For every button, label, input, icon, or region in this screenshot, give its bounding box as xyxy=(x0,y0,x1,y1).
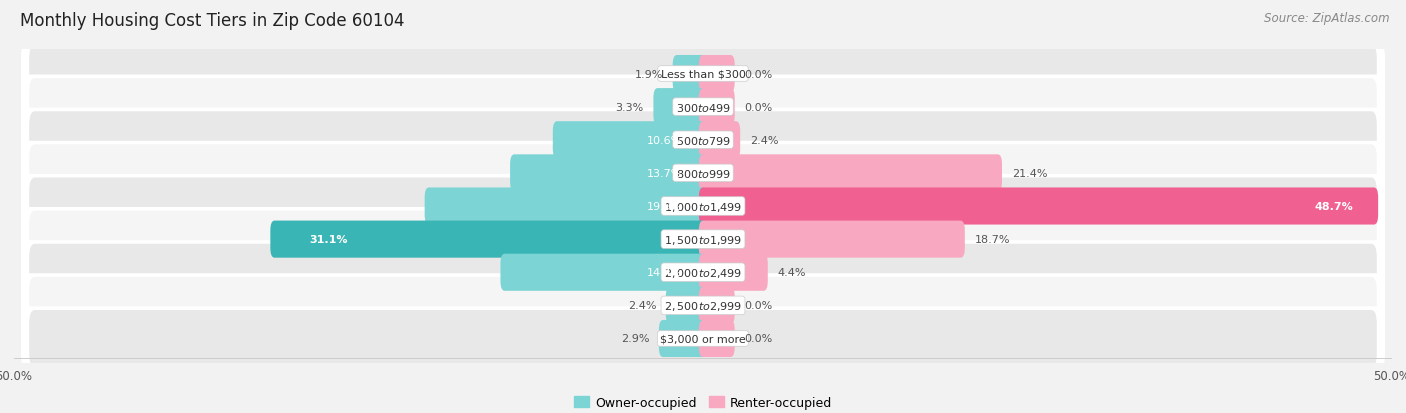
FancyBboxPatch shape xyxy=(21,108,1385,173)
FancyBboxPatch shape xyxy=(699,155,1002,192)
Text: $1,000 to $1,499: $1,000 to $1,499 xyxy=(664,200,742,213)
Text: 0.0%: 0.0% xyxy=(744,102,772,112)
FancyBboxPatch shape xyxy=(21,42,1385,107)
FancyBboxPatch shape xyxy=(699,188,1378,225)
FancyBboxPatch shape xyxy=(654,89,707,126)
Text: 2.9%: 2.9% xyxy=(621,334,650,344)
FancyBboxPatch shape xyxy=(30,46,1376,103)
Text: Source: ZipAtlas.com: Source: ZipAtlas.com xyxy=(1264,12,1389,25)
FancyBboxPatch shape xyxy=(30,79,1376,136)
FancyBboxPatch shape xyxy=(21,174,1385,239)
Text: $500 to $799: $500 to $799 xyxy=(675,135,731,146)
FancyBboxPatch shape xyxy=(672,56,707,93)
FancyBboxPatch shape xyxy=(30,145,1376,202)
FancyBboxPatch shape xyxy=(425,188,707,225)
FancyBboxPatch shape xyxy=(699,56,735,93)
FancyBboxPatch shape xyxy=(21,141,1385,206)
FancyBboxPatch shape xyxy=(270,221,707,258)
Text: Monthly Housing Cost Tiers in Zip Code 60104: Monthly Housing Cost Tiers in Zip Code 6… xyxy=(20,12,404,30)
FancyBboxPatch shape xyxy=(659,320,707,357)
Text: 18.7%: 18.7% xyxy=(974,235,1010,244)
Text: 19.9%: 19.9% xyxy=(647,202,682,211)
Text: 1.9%: 1.9% xyxy=(634,69,664,79)
FancyBboxPatch shape xyxy=(30,244,1376,301)
FancyBboxPatch shape xyxy=(30,112,1376,169)
Text: 14.4%: 14.4% xyxy=(647,268,682,278)
Text: 48.7%: 48.7% xyxy=(1315,202,1354,211)
Text: 4.4%: 4.4% xyxy=(778,268,806,278)
FancyBboxPatch shape xyxy=(699,254,768,291)
FancyBboxPatch shape xyxy=(501,254,707,291)
Text: $300 to $499: $300 to $499 xyxy=(675,102,731,113)
Text: 21.4%: 21.4% xyxy=(1012,169,1047,178)
FancyBboxPatch shape xyxy=(21,273,1385,338)
FancyBboxPatch shape xyxy=(30,310,1376,367)
FancyBboxPatch shape xyxy=(21,75,1385,140)
FancyBboxPatch shape xyxy=(699,221,965,258)
FancyBboxPatch shape xyxy=(553,122,707,159)
FancyBboxPatch shape xyxy=(510,155,707,192)
Text: $1,500 to $1,999: $1,500 to $1,999 xyxy=(664,233,742,246)
FancyBboxPatch shape xyxy=(21,207,1385,272)
FancyBboxPatch shape xyxy=(699,122,740,159)
Text: $2,000 to $2,499: $2,000 to $2,499 xyxy=(664,266,742,279)
Text: 2.4%: 2.4% xyxy=(749,135,779,145)
FancyBboxPatch shape xyxy=(699,320,735,357)
FancyBboxPatch shape xyxy=(699,287,735,324)
Text: $800 to $999: $800 to $999 xyxy=(675,168,731,179)
FancyBboxPatch shape xyxy=(21,306,1385,371)
Text: 0.0%: 0.0% xyxy=(744,69,772,79)
Text: 10.6%: 10.6% xyxy=(647,135,682,145)
Legend: Owner-occupied, Renter-occupied: Owner-occupied, Renter-occupied xyxy=(568,391,838,413)
Text: 0.0%: 0.0% xyxy=(744,301,772,311)
Text: $2,500 to $2,999: $2,500 to $2,999 xyxy=(664,299,742,312)
Text: 3.3%: 3.3% xyxy=(616,102,644,112)
Text: 13.7%: 13.7% xyxy=(647,169,682,178)
FancyBboxPatch shape xyxy=(699,89,735,126)
FancyBboxPatch shape xyxy=(30,277,1376,334)
FancyBboxPatch shape xyxy=(30,178,1376,235)
FancyBboxPatch shape xyxy=(30,211,1376,268)
Text: $3,000 or more: $3,000 or more xyxy=(661,334,745,344)
FancyBboxPatch shape xyxy=(666,287,707,324)
Text: Less than $300: Less than $300 xyxy=(661,69,745,79)
FancyBboxPatch shape xyxy=(21,240,1385,305)
Text: 2.4%: 2.4% xyxy=(627,301,657,311)
Text: 31.1%: 31.1% xyxy=(309,235,347,244)
Text: 0.0%: 0.0% xyxy=(744,334,772,344)
